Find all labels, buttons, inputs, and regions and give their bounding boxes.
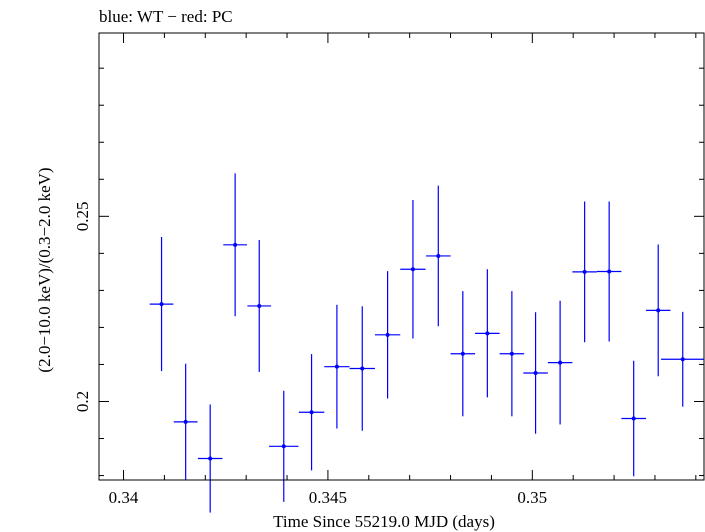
x-tick-label-1: 0.345 <box>309 488 347 507</box>
data-point <box>197 404 223 513</box>
data-point <box>269 390 299 502</box>
data-point <box>547 300 573 425</box>
x-tick-label-0: 0.34 <box>109 488 139 507</box>
data-marker <box>233 242 238 247</box>
plot-frame <box>98 32 705 481</box>
data-marker <box>436 253 441 258</box>
data-point <box>247 240 272 372</box>
data-marker <box>281 444 286 449</box>
data-marker <box>159 302 164 307</box>
data-point <box>349 306 375 431</box>
data-point <box>621 360 646 477</box>
data-marker <box>410 267 415 272</box>
data-point <box>426 185 451 327</box>
data-point <box>374 271 401 399</box>
data-marker <box>460 351 465 356</box>
data-point <box>324 304 350 429</box>
data-point <box>149 237 174 372</box>
data-marker <box>558 360 563 365</box>
data-point <box>523 312 548 434</box>
data-point <box>450 291 476 417</box>
axis-ticks: 0.34 0.345 0.35 0.2 0.25 <box>73 33 704 507</box>
data-point <box>572 201 597 343</box>
data-point <box>475 269 500 398</box>
x-axis-label: Time Since 55219.0 MJD (days) <box>273 512 495 531</box>
data-marker <box>582 269 587 274</box>
data-point <box>400 200 426 339</box>
data-marker <box>309 410 314 415</box>
chart-title: blue: WT − red: PC <box>99 7 233 26</box>
data-marker <box>631 416 636 421</box>
data-marker <box>183 419 188 424</box>
data-point <box>298 354 325 471</box>
data-marker <box>334 364 339 369</box>
data-point <box>661 311 705 407</box>
data-marker <box>509 351 514 356</box>
plot-data <box>149 173 705 513</box>
data-marker <box>607 269 612 274</box>
y-tick-label-0: 0.2 <box>73 391 92 412</box>
data-point <box>645 244 671 377</box>
data-point <box>223 173 247 317</box>
data-point <box>173 363 198 480</box>
data-point <box>499 291 525 417</box>
data-marker <box>257 303 262 308</box>
data-marker <box>485 331 490 336</box>
data-point <box>596 201 622 342</box>
data-marker <box>360 366 365 371</box>
data-marker <box>208 456 213 461</box>
data-marker <box>680 357 685 362</box>
y-axis-label: (2.0−10.0 keV)/(0.3−2.0 keV) <box>35 167 54 372</box>
x-tick-label-2: 0.35 <box>517 488 547 507</box>
data-marker <box>656 308 661 313</box>
y-tick-label-1: 0.25 <box>73 201 92 231</box>
data-marker <box>533 370 538 375</box>
data-marker <box>385 332 390 337</box>
